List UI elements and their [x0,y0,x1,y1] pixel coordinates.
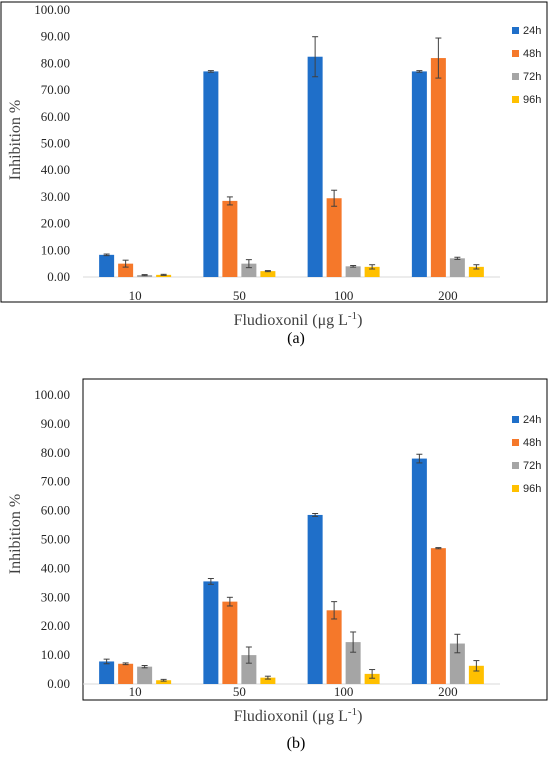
chart-b-bar [468,665,484,684]
chart-a-legend-label: 72h [523,71,541,83]
chart-b-bar [203,581,219,684]
chart-a-bar [364,266,380,277]
chart-a-x-tick-label: 10 [129,288,142,303]
chart-b-bar [345,642,361,684]
chart-a-y-tick-label: 80.00 [41,55,70,70]
chart-b-bar [118,663,134,684]
chart-a-y-tick-label: 0.00 [47,269,70,284]
chart-a-bar [307,56,323,277]
chart-b-y-tick-label: 10.00 [41,647,70,662]
chart-a-legend-swatch [512,73,519,80]
chart-a-y-tick-label: 40.00 [41,162,70,177]
chart-a-y-tick-label: 50.00 [41,136,70,151]
chart-b-bar [326,610,342,684]
chart-a-bar [156,274,172,277]
chart-a-legend-swatch [512,27,519,34]
chart-a: Inhibition % Fludioxonil (μg L-1) (a) 0.… [0,1,548,347]
chart-b-bar [156,680,172,684]
chart-b-y-tick-label: 100.00 [34,387,70,402]
chart-b-legend-label: 24h [523,414,541,426]
chart-b-y-tick-label: 40.00 [41,560,70,575]
chart-a-legend-label: 24h [523,25,541,37]
chart-a-y-tick-label: 60.00 [41,109,70,124]
chart-b-bar [411,458,427,684]
chart-a-x-tick-label: 200 [438,288,458,303]
chart-b-legend-label: 48h [523,437,541,449]
chart-a-bar [222,200,238,277]
chart-a-bar [430,58,446,278]
chart-a-bar [99,254,115,277]
chart-a-bar [260,271,276,277]
chart-a-bar [468,266,484,277]
chart-a-bar [241,263,257,277]
chart-a-y-tick-label: 100.00 [34,2,70,17]
chart-b-bar [364,673,380,684]
chart-b-y-tick-label: 80.00 [41,445,70,460]
chart-a-x-tick-label: 50 [233,288,246,303]
chart-b-legend-swatch [512,439,519,446]
chart-a-ylabel: Inhibition % [7,100,24,180]
chart-b-ylabel: Inhibition % [7,494,24,574]
chart-a-bar [326,198,342,277]
chart-a-bar [203,71,219,277]
chart-b-bar [260,677,276,684]
chart-b-bar [430,548,446,684]
chart-b-y-tick-label: 30.00 [41,589,70,604]
chart-a-y-tick-label: 30.00 [41,189,70,204]
chart-b-y-tick-label: 50.00 [41,532,70,547]
chart-a-legend-swatch [512,50,519,57]
chart-a-y-tick-label: 10.00 [41,242,70,257]
chart-b-x-tick-label: 200 [438,684,458,699]
chart-b-y-tick-label: 0.00 [47,676,70,691]
chart-a-xlabel: Fludioxonil (μg L-1) [234,310,363,329]
chart-a-bar [449,258,465,277]
chart-b-y-tick-label: 20.00 [41,618,70,633]
chart-b-bar [241,655,257,684]
chart-a-y-tick-label: 70.00 [41,82,70,97]
chart-b-bar [307,514,323,684]
chart-b-legend-swatch [512,416,519,423]
chart-a-bar [345,266,361,277]
chart-b-legend-swatch [512,485,519,492]
chart-a-y-tick-label: 20.00 [41,216,70,231]
chart-b-legend-label: 96h [523,483,541,495]
chart-a-legend-label: 48h [523,48,541,60]
chart-b-bar [137,666,153,684]
chart-b-y-tick-label: 70.00 [41,474,70,489]
chart-b-legend-label: 72h [523,460,541,472]
chart-a-panel-label: (a) [287,330,305,347]
chart-b-x-tick-label: 100 [334,684,354,699]
chart-b-y-tick-label: 90.00 [41,416,70,431]
chart-b-bar [449,643,465,684]
chart-b-xlabel: Fludioxonil (μg L-1) [234,706,363,725]
chart-a-bar [118,263,134,277]
chart-a-y-tick-label: 90.00 [41,29,70,44]
chart-b-y-tick-label: 60.00 [41,503,70,518]
chart-b-panel-label: (b) [287,735,306,752]
chart-b-plot-frame [82,378,548,701]
chart-b-bar [222,601,238,684]
chart-a-legend-label: 96h [523,94,541,106]
chart-b: Inhibition % Fludioxonil (μg L-1) (b) 0.… [7,378,548,752]
chart-a-x-tick-label: 100 [334,288,354,303]
chart-a-plot-frame [0,1,548,303]
chart-b-legend-swatch [512,462,519,469]
chart-a-bar [411,71,427,277]
chart-a-legend-swatch [512,96,519,103]
chart-b-x-tick-label: 50 [233,684,246,699]
chart-b-x-tick-label: 10 [129,684,142,699]
chart-b-bar [99,661,115,684]
